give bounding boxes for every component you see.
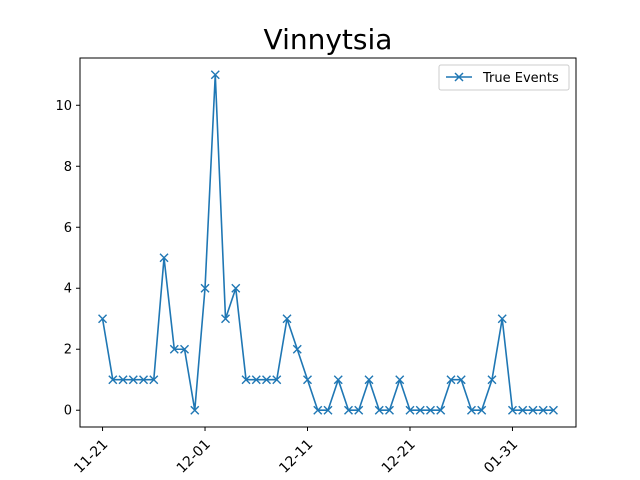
data-point: [507, 405, 517, 415]
y-tick-label: 2: [64, 343, 72, 358]
data-point: [159, 253, 169, 263]
y-tick-label: 6: [64, 221, 72, 236]
data-point: [272, 375, 282, 385]
data-point: [190, 405, 200, 415]
series-line: [101, 73, 554, 412]
data-point: [538, 405, 548, 415]
series-layer: [98, 70, 558, 415]
data-point: [128, 375, 138, 385]
data-point: [364, 375, 374, 385]
data-point: [241, 375, 251, 385]
data-point: [313, 405, 323, 415]
y-tick-label: 8: [64, 160, 72, 175]
legend-box: [438, 64, 570, 91]
y-tick-label: 0: [64, 404, 72, 419]
legend-label: True Events: [482, 71, 559, 86]
data-point: [139, 375, 149, 385]
data-point: [415, 405, 425, 415]
data-point: [149, 375, 159, 385]
x-tick-label: 01-31: [481, 437, 521, 477]
data-point: [303, 375, 312, 385]
data-point: [323, 405, 333, 415]
data-point: [466, 405, 476, 415]
data-point: [200, 283, 210, 293]
data-point: [180, 344, 190, 354]
chart-title: Vinnytsia: [264, 23, 393, 56]
data-point: [221, 314, 231, 324]
plot-area: [79, 57, 577, 428]
x-axis: 11-21 12-01 12-11 12-21 01-31: [71, 427, 521, 477]
data-point: [518, 405, 528, 415]
x-tick-label: 12-11: [276, 437, 316, 477]
legend-marker: [454, 72, 464, 82]
data-point: [282, 314, 292, 324]
data-point: [548, 405, 558, 415]
data-point: [456, 375, 466, 385]
data-point: [374, 405, 384, 415]
plot-frame: [79, 57, 577, 428]
data-point: [497, 314, 507, 324]
data-point: [436, 405, 446, 415]
data-point: [292, 344, 302, 354]
data-point: [405, 405, 415, 415]
data-point: [210, 70, 220, 80]
data-point: [395, 375, 405, 385]
data-point: [354, 405, 364, 415]
y-tick-label: 10: [55, 99, 72, 114]
x-tick-label: 12-01: [174, 437, 214, 477]
y-axis: 0 2 4 6 8 10: [55, 99, 80, 419]
x-tick-label: 12-21: [379, 437, 419, 477]
data-point: [231, 283, 241, 293]
data-point: [477, 405, 487, 415]
data-point: [98, 314, 108, 324]
data-point: [251, 375, 261, 385]
y-tick-label: 4: [64, 282, 72, 297]
data-point: [333, 375, 343, 385]
x-tick-label: 11-21: [71, 437, 111, 477]
data-point: [528, 405, 538, 415]
data-point: [487, 375, 497, 385]
data-point: [425, 405, 435, 415]
data-point: [344, 405, 353, 415]
data-point: [446, 375, 456, 385]
data-point: [118, 375, 128, 385]
data-point: [384, 405, 394, 415]
data-point: [262, 375, 272, 385]
data-point: [169, 344, 179, 354]
legend: True Events: [438, 64, 570, 91]
data-point: [108, 375, 118, 385]
